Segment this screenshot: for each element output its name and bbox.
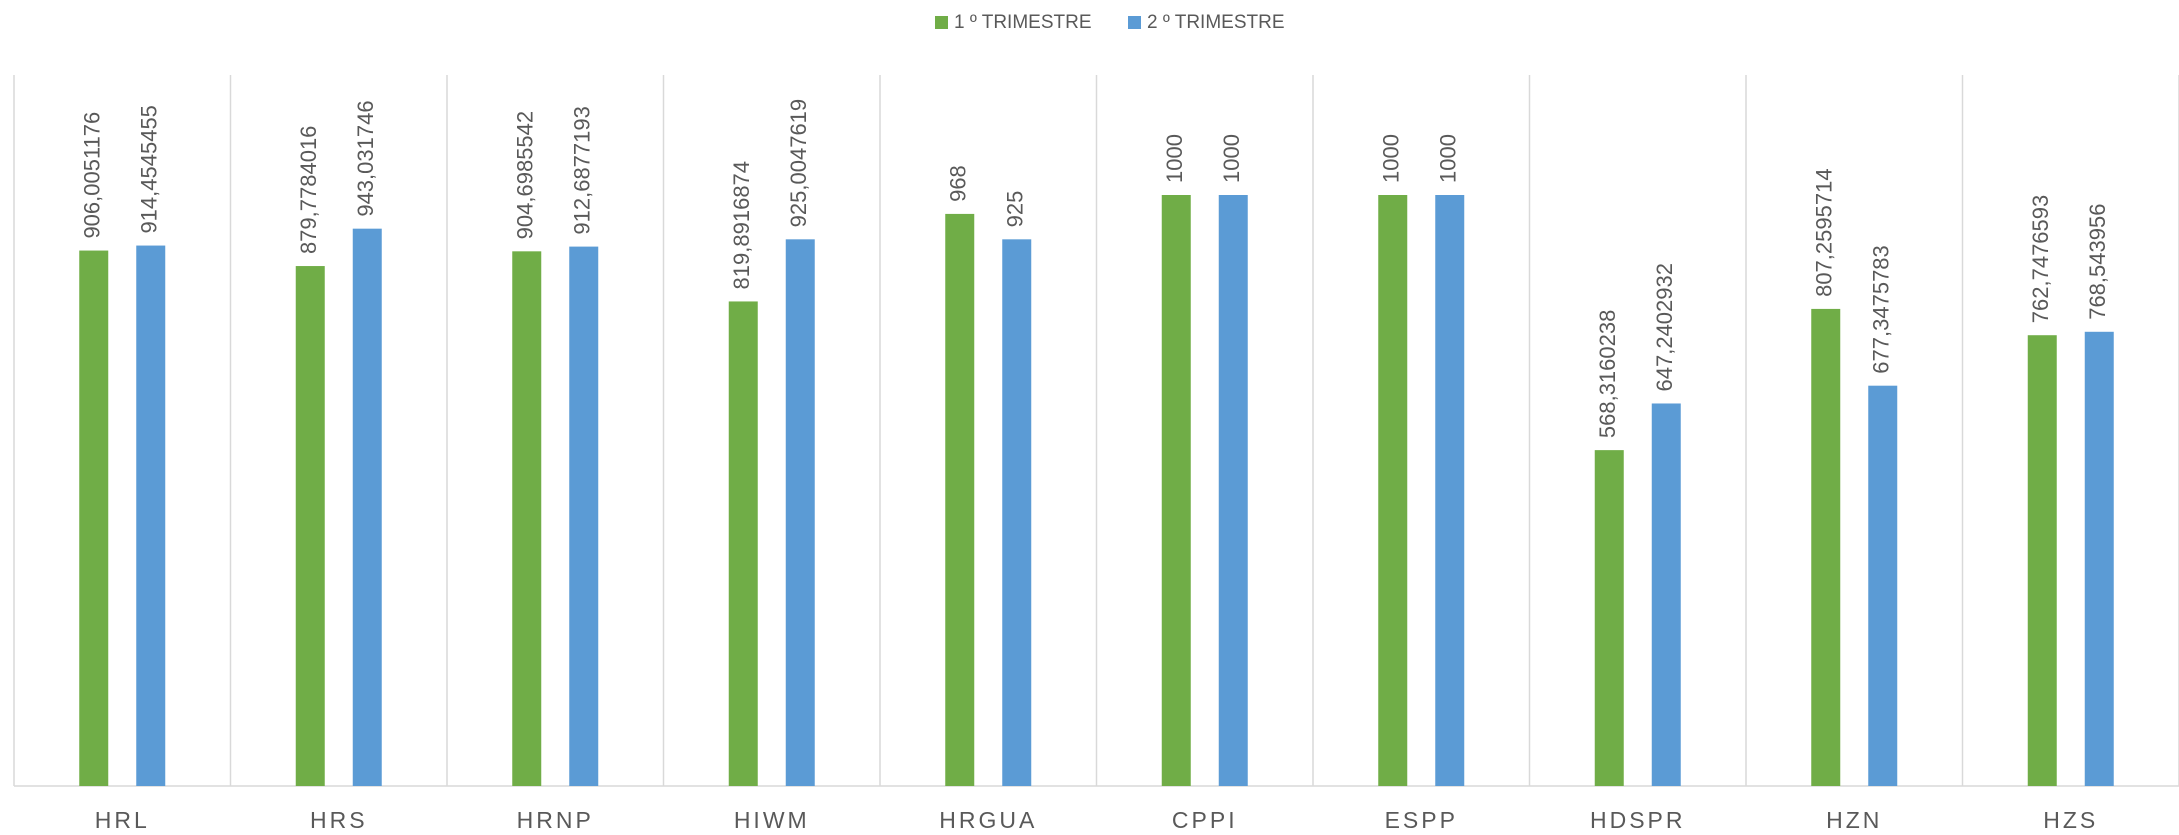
- legend-label: 1 º TRIMESTRE: [954, 12, 1092, 33]
- x-tick-label: HRGUA: [939, 807, 1037, 833]
- bar: [728, 301, 758, 786]
- data-label: 912,6877193: [570, 106, 595, 234]
- data-label: 819,8916874: [729, 161, 754, 289]
- data-label: 925: [1003, 191, 1028, 228]
- data-label: 906,0051176: [80, 112, 105, 239]
- data-label: 762,7476593: [2028, 195, 2053, 323]
- bar: [1868, 385, 1898, 786]
- data-label: 568,3160238: [1595, 310, 1620, 438]
- bar: [352, 228, 382, 787]
- bar: [1161, 195, 1191, 786]
- bar: [512, 251, 542, 787]
- bar: [785, 239, 815, 786]
- bar: [295, 266, 325, 786]
- bar: [1594, 450, 1624, 786]
- data-label: 677,3475783: [1869, 245, 1894, 373]
- x-tick-label: ESPP: [1385, 807, 1458, 833]
- bar: [1002, 239, 1032, 786]
- x-tick-label: HZS: [2043, 807, 2098, 833]
- x-tick-label: HDSPR: [1590, 807, 1686, 833]
- bar: [569, 246, 599, 786]
- data-label: 1000: [1436, 134, 1461, 183]
- bar: [2027, 335, 2057, 786]
- bar: [136, 245, 166, 786]
- data-label: 943,031746: [353, 100, 378, 216]
- legend-swatch: [1128, 16, 1141, 29]
- data-label: 1000: [1379, 134, 1404, 183]
- data-label: 807,2595714: [1812, 168, 1837, 296]
- data-label: 925,0047619: [786, 99, 811, 227]
- data-label: 1000: [1162, 134, 1187, 183]
- bar: [945, 213, 975, 787]
- bar: [1218, 195, 1248, 786]
- data-label: 647,2402932: [1652, 263, 1677, 391]
- legend-swatch: [935, 16, 948, 29]
- data-label: 904,6985542: [513, 111, 538, 239]
- bar: [1378, 195, 1408, 786]
- data-label: 1000: [1219, 134, 1244, 183]
- legend-label: 2 º TRIMESTRE: [1147, 12, 1285, 33]
- x-tick-label: HRS: [310, 807, 368, 833]
- bar: [1811, 308, 1841, 786]
- data-label: 879,7784016: [296, 126, 321, 254]
- data-label: 914,4545455: [137, 105, 162, 233]
- data-label: 768,543956: [2085, 204, 2110, 320]
- bar: [1435, 195, 1465, 786]
- bar: [79, 250, 109, 787]
- x-tick-label: HRL: [95, 807, 150, 833]
- x-tick-label: HZN: [1826, 807, 1882, 833]
- data-label: 968: [946, 165, 971, 202]
- x-tick-label: HIWM: [734, 807, 810, 833]
- x-tick-label: CPPI: [1172, 807, 1238, 833]
- x-tick-label: HRNP: [517, 807, 594, 833]
- bar: [2084, 331, 2114, 786]
- bar: [1651, 403, 1681, 786]
